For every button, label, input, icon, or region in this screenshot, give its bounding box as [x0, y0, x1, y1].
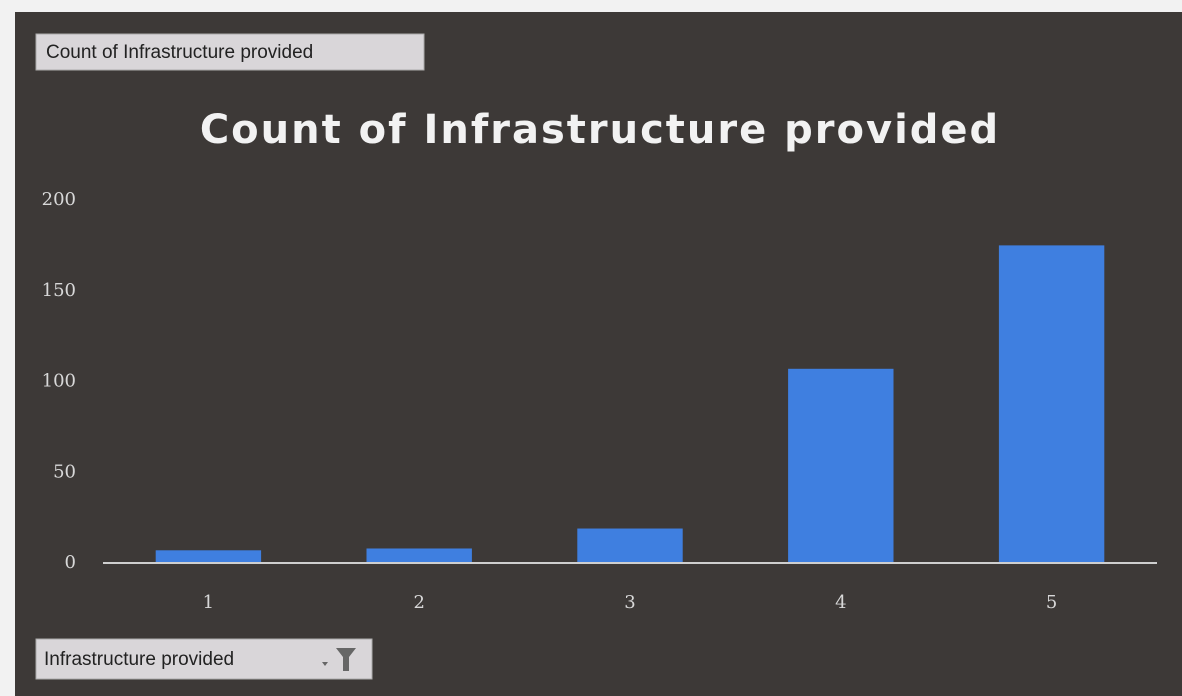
bar — [788, 368, 894, 563]
value-field-label: Count of Infrastructure provided — [46, 42, 313, 63]
x-tick-label: 5 — [1046, 592, 1057, 613]
x-tick-label: 3 — [624, 592, 635, 613]
value-field-button[interactable] — [35, 33, 425, 71]
filter-icon — [322, 648, 356, 671]
chart-area — [15, 12, 1182, 696]
x-tick-label: 1 — [203, 592, 214, 613]
y-tick-label: 150 — [42, 280, 76, 301]
axis-field-label: Infrastructure provided — [44, 649, 234, 670]
bar — [998, 245, 1105, 563]
x-tick-label: 4 — [835, 592, 846, 613]
axis-field-button[interactable] — [35, 638, 373, 680]
bar — [366, 548, 472, 563]
x-tick-label: 2 — [413, 592, 424, 613]
y-tick-label: 100 — [42, 371, 76, 392]
y-tick-label: 0 — [65, 552, 76, 573]
y-tick-label: 200 — [42, 189, 76, 210]
chart-title: Count of Infrastructure provided — [200, 107, 1000, 153]
y-tick-label: 50 — [53, 461, 76, 482]
bar — [577, 528, 683, 563]
bar — [155, 550, 262, 563]
